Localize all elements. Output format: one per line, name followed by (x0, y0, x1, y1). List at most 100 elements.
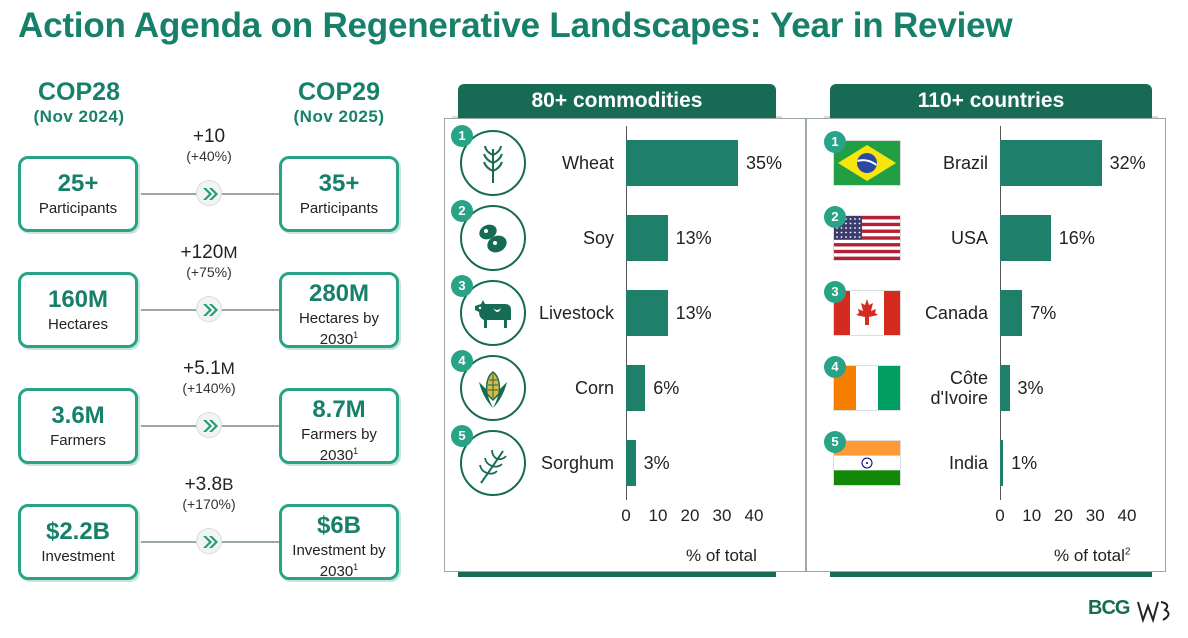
bar (1000, 440, 1004, 486)
rank-badge: 3 (824, 281, 846, 303)
page-title: Action Agenda on Regenerative Landscapes… (18, 6, 1013, 45)
x-tick-label: 20 (1054, 506, 1073, 525)
delta-percent: (+170%) (182, 496, 236, 512)
bar (1000, 215, 1051, 261)
cop28-kpi-value: 25+ (57, 170, 99, 197)
footnote-marker: 1 (353, 562, 359, 572)
cop29-kpi-value: 280M (308, 280, 370, 307)
cop29-kpi-year: 20301 (282, 327, 396, 348)
rank-badge: 2 (451, 200, 473, 222)
x-axis-title-text: % of total (1054, 546, 1125, 565)
cop29-kpi-box: 280M Hectares by 20301 (279, 272, 399, 348)
cop28-kpi-value: 3.6M (51, 402, 105, 429)
bar (1000, 290, 1023, 336)
cop29-kpi-year: 20301 (282, 443, 396, 464)
cop29-kpi-box: $6B Investment by 20301 (279, 504, 399, 580)
delta-label: +120M (+75%) (149, 242, 269, 281)
cop29-kpi-label: Investment by (292, 542, 386, 559)
bar-value-label: 16% (1058, 228, 1095, 248)
category-label: India (948, 453, 988, 473)
chevron-right-icon (196, 296, 222, 322)
wbc-logo (1137, 601, 1170, 624)
bar-value-label: 1% (1011, 453, 1038, 473)
countries-title: 110+ countries (830, 84, 1152, 118)
x-tick-label: 20 (680, 506, 700, 525)
x-tick-label: 10 (648, 506, 668, 525)
delta-percent: (+140%) (182, 380, 236, 396)
cop29-kpi-year-text: 2030 (319, 331, 354, 348)
rank-badge: 4 (824, 356, 846, 378)
bar (626, 140, 738, 186)
delta-unit: M (220, 359, 235, 378)
india-flag-icon (834, 441, 900, 485)
rank-badge: 2 (824, 206, 846, 228)
x-axis-title-text: % of total (686, 546, 757, 565)
category-label: Sorghum (540, 453, 614, 473)
cop29-kpi-label: Hectares by (298, 310, 380, 327)
footnote-marker: 1 (353, 330, 359, 340)
category-label: Côte d'Ivoire (930, 368, 988, 408)
category-label: Livestock (538, 303, 614, 323)
bar-value-label: 7% (1030, 303, 1057, 323)
cop29-kpi-value: 35+ (318, 170, 360, 197)
chevron-right-icon (196, 412, 222, 438)
usa-flag-icon (834, 216, 900, 260)
panel-divider (806, 122, 807, 568)
category-label: Corn (574, 378, 614, 398)
delta-value: +10 (149, 126, 269, 148)
delta-percent: (+40%) (186, 148, 232, 164)
delta-number: +10 (192, 126, 226, 147)
commodities-title: 80+ commodities (458, 84, 776, 118)
cop29-title: COP29 (298, 78, 380, 106)
x-tick-label: 40 (744, 506, 764, 525)
bar (626, 440, 636, 486)
bar-value-label: 35% (746, 153, 783, 173)
x-axis-title: % of total (686, 546, 757, 566)
category-label: USA (950, 228, 988, 248)
bar-value-label: 6% (653, 378, 680, 398)
category-label: Brazil (942, 153, 988, 173)
bar-value-label: 13% (675, 303, 712, 323)
delta-unit: M (223, 243, 238, 262)
rank-badge: 3 (451, 275, 473, 297)
cop28-kpi-box: 25+ Participants (18, 156, 138, 232)
bar (1000, 140, 1102, 186)
cop28-kpi-box: 3.6M Farmers (18, 388, 138, 464)
cop28-kpi-value: 160M (47, 286, 109, 313)
delta-value: +120M (149, 242, 269, 264)
delta-number: +120 (180, 242, 224, 263)
delta-label: +10 (+40%) (149, 126, 269, 165)
rank-badge: 1 (451, 125, 473, 147)
category-label: Soy (582, 228, 614, 248)
x-tick-label: 0 (995, 506, 1005, 525)
cop28-kpi-label: Investment (41, 548, 115, 565)
cop29-kpi-year-text: 2030 (319, 447, 354, 464)
delta-label: +5.1M (+140%) (149, 358, 269, 397)
footnote-marker: 2 (1124, 546, 1131, 558)
cop28-kpi-label: Hectares (47, 316, 109, 333)
delta-value: +5.1M (149, 358, 269, 380)
delta-unit: B (222, 475, 234, 494)
bcg-logo: BCG (1088, 597, 1130, 619)
sorghum-icon (460, 430, 526, 496)
delta-number: +3.8 (184, 474, 223, 495)
bar-value-label: 32% (1109, 153, 1146, 173)
bar (626, 290, 668, 336)
cop28-kpi-label: Farmers (50, 432, 106, 449)
cop28-title: COP28 (38, 78, 120, 106)
cop29-date: (Nov 2025) (293, 107, 385, 126)
delta-value: +3.8B (149, 474, 269, 496)
cop28-kpi-value: $2.2B (45, 518, 111, 545)
x-axis-title: % of total2 (1054, 546, 1130, 566)
countries-panel (806, 118, 1166, 572)
cop29-kpi-value: 8.7M (312, 396, 366, 423)
chevron-right-icon (196, 180, 222, 206)
cop28-date: (Nov 2024) (33, 107, 125, 126)
cop29-kpi-label: Farmers by (301, 426, 377, 443)
x-tick-label: 10 (1022, 506, 1042, 525)
cop29-kpi-box: 35+ Participants (279, 156, 399, 232)
rank-badge: 5 (451, 425, 473, 447)
bar-value-label: 13% (675, 228, 712, 248)
brazil-flag-icon (834, 141, 900, 185)
cop29-kpi-year: 20301 (282, 559, 396, 580)
